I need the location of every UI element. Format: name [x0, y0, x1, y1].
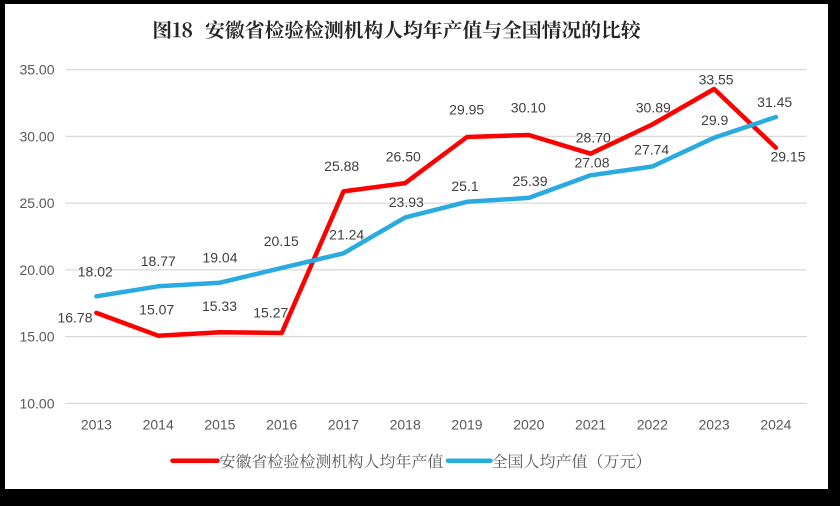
svg-text:25.00: 25.00: [19, 195, 54, 211]
svg-text:2015: 2015: [204, 417, 235, 433]
svg-text:30.89: 30.89: [636, 100, 671, 116]
svg-text:19.04: 19.04: [202, 250, 237, 266]
svg-text:29.9: 29.9: [701, 112, 728, 128]
svg-text:25.39: 25.39: [512, 173, 547, 189]
svg-text:26.50: 26.50: [386, 148, 421, 164]
svg-text:15.07: 15.07: [139, 301, 174, 317]
svg-text:21.24: 21.24: [329, 226, 364, 242]
svg-text:18.02: 18.02: [78, 263, 113, 279]
svg-text:20.00: 20.00: [19, 262, 54, 278]
svg-text:10.00: 10.00: [19, 396, 54, 412]
svg-text:2013: 2013: [81, 417, 112, 433]
svg-text:29.15: 29.15: [770, 149, 805, 165]
svg-text:15.00: 15.00: [19, 329, 54, 345]
svg-text:30.00: 30.00: [19, 129, 54, 145]
svg-text:2019: 2019: [451, 417, 482, 433]
svg-text:29.95: 29.95: [449, 101, 484, 117]
svg-text:2018: 2018: [390, 417, 421, 433]
svg-text:2017: 2017: [328, 417, 359, 433]
svg-text:18.77: 18.77: [141, 253, 176, 269]
svg-text:20.15: 20.15: [264, 233, 299, 249]
svg-text:27.74: 27.74: [634, 141, 669, 157]
svg-text:30.10: 30.10: [511, 100, 546, 116]
svg-text:33.55: 33.55: [699, 72, 734, 88]
svg-text:27.08: 27.08: [574, 155, 609, 171]
svg-text:31.45: 31.45: [757, 94, 792, 110]
svg-text:15.33: 15.33: [202, 298, 237, 314]
svg-text:28.70: 28.70: [576, 130, 611, 146]
svg-text:2021: 2021: [575, 417, 606, 433]
svg-text:23.93: 23.93: [389, 194, 424, 210]
svg-text:2022: 2022: [637, 417, 668, 433]
svg-text:2023: 2023: [699, 417, 730, 433]
svg-text:2020: 2020: [513, 417, 544, 433]
svg-text:15.27: 15.27: [253, 305, 288, 321]
svg-text:16.78: 16.78: [57, 310, 92, 326]
svg-text:25.88: 25.88: [324, 158, 359, 174]
svg-text:2024: 2024: [760, 417, 791, 433]
svg-text:2014: 2014: [143, 417, 174, 433]
svg-text:2016: 2016: [266, 417, 297, 433]
svg-text:35.00: 35.00: [19, 62, 54, 78]
svg-text:25.1: 25.1: [451, 178, 478, 194]
